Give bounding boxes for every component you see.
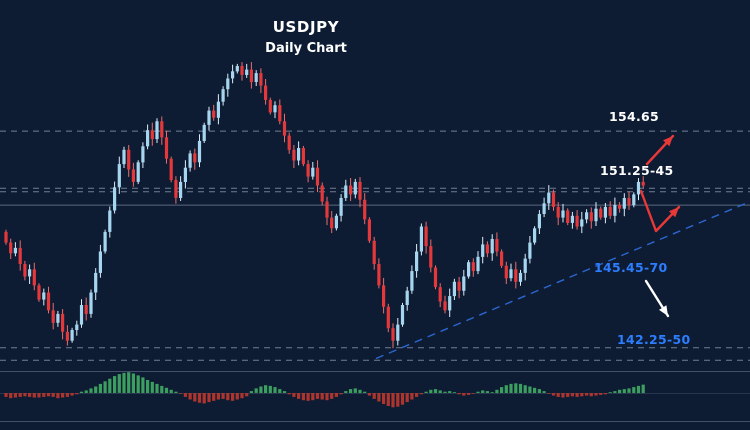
- ascending-trendline: [375, 200, 750, 360]
- candlestick-layer: [4, 62, 645, 349]
- indicator-histogram: [4, 372, 645, 408]
- annotation-arrows-layer: [639, 134, 681, 318]
